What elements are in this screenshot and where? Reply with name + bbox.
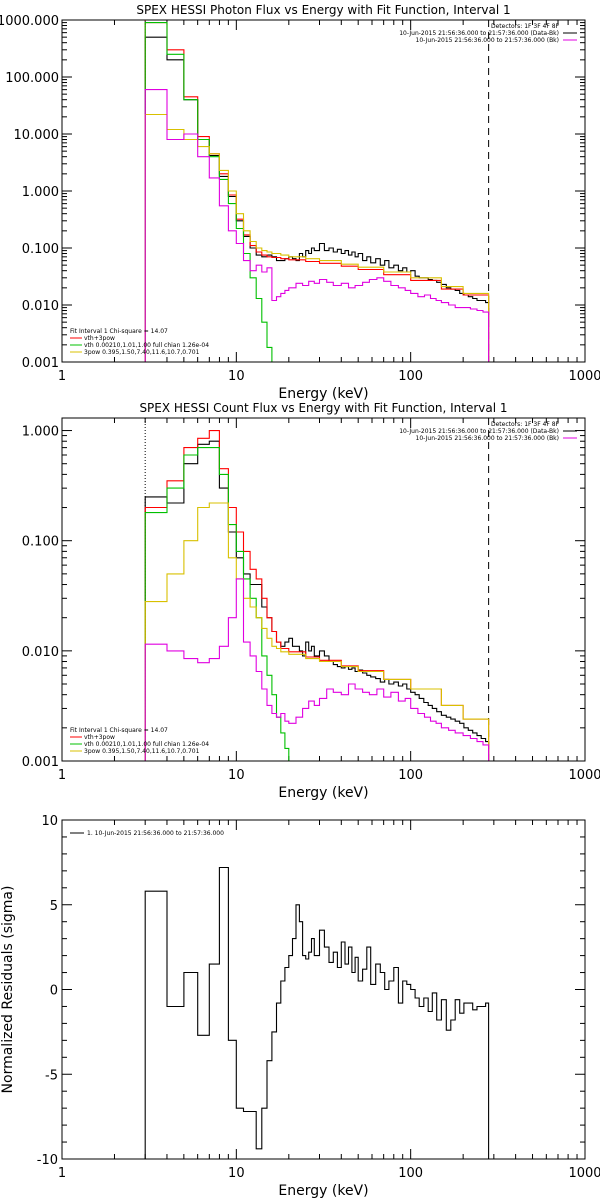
plot-frame <box>61 19 586 363</box>
chart-title: SPEX HESSI Photon Flux vs Energy with Fi… <box>136 3 510 17</box>
x-axis-label: Energy (keV) <box>278 1183 368 1199</box>
x-tick-label: 1000 <box>568 1166 600 1181</box>
series-line-1 <box>144 866 490 1159</box>
y-tick-label: 0.001 <box>22 356 59 371</box>
y-tick-label: 0.010 <box>22 645 59 660</box>
series-line-1 <box>144 36 490 362</box>
x-tick-label: 10 <box>228 768 245 783</box>
legend-entry: Fit Interval 1 Chi-square = 14.07 <box>70 328 168 335</box>
legend-entry: 10-Jun-2015 21:56:36.000 to 21:57:36.000… <box>416 435 559 442</box>
chart-panel-3: 1 10 100 1000 -10 -5 0 5 10 Energy (keV) Normalize… <box>0 814 600 1199</box>
legend-entry: Fit Interval 1 Chi-square = 14.07 <box>70 727 168 734</box>
legend-entry: 3pow 0.395,1.50,7.40,11.6,10.7,0.701 <box>84 349 200 356</box>
legend-entry: 10-Jun-2015 21:56:36.000 to 21:57:36.000… <box>399 428 559 435</box>
x-tick-label: 1 <box>58 369 66 384</box>
y-tick-label: 10.000 <box>14 128 60 143</box>
series-line-2 <box>144 430 490 761</box>
y-tick-label: 1.000 <box>22 185 59 200</box>
x-axis-label: Energy (keV) <box>278 386 368 402</box>
series-group <box>144 866 490 1159</box>
chart-panel-1: SPEX HESSI Photon Flux vs Energy with Fi… <box>0 3 600 402</box>
x-tick-label: 1000 <box>568 768 600 783</box>
x-tick-label: 10 <box>228 369 245 384</box>
series-group <box>144 22 490 362</box>
y-tick-label: 100.000 <box>5 71 59 86</box>
x-tick-label: 10 <box>228 1166 245 1181</box>
y-tick-label: 10 <box>41 814 58 829</box>
series-group <box>144 430 490 761</box>
legend-entry: vth+3pow <box>84 335 115 342</box>
legend-entry: 3pow 0.395,1.50,7.40,11.6,10.7,0.701 <box>84 748 200 755</box>
y-tick-label: 0.010 <box>22 299 59 314</box>
series-line-4 <box>144 502 490 761</box>
y-tick-label: 0.100 <box>22 535 59 550</box>
y-axis-label: Normalized Residuals (sigma) <box>0 886 16 1094</box>
plot-frame <box>61 819 586 1160</box>
y-tick-label: -10 <box>37 1153 58 1168</box>
x-tick-label: 100 <box>398 768 423 783</box>
legend-entry: Detectors: 1F 3F 4F 8F <box>491 421 560 428</box>
y-tick-label: 0.100 <box>22 242 59 257</box>
y-tick-label: -5 <box>45 1068 58 1083</box>
series-line-2 <box>144 22 490 362</box>
chart-panel-2: SPEX HESSI Count Flux vs Energy with Fit… <box>22 401 600 801</box>
series-line-5 <box>144 578 490 761</box>
series-line-3 <box>144 22 278 362</box>
series-line-4 <box>144 113 490 362</box>
legend-entry: 1. 10-Jun-2015 21:56:36.000 to 21:57:36.… <box>87 830 224 837</box>
y-tick-label: 1000.000 <box>0 14 59 29</box>
y-tick-label: 0.001 <box>22 755 59 770</box>
series-line-5 <box>144 89 490 362</box>
legend-entry: 10-Jun-2015 21:56:36.000 to 21:57:36.000… <box>416 37 559 44</box>
plot-frame <box>61 417 586 762</box>
legend-entry: Detectors: 1F 3F 4F 8F <box>491 23 560 30</box>
y-tick-label: 0 <box>50 984 58 999</box>
y-tick-label: 1.000 <box>22 425 59 440</box>
x-tick-label: 100 <box>398 1166 423 1181</box>
legend-entry: 10-Jun-2015 21:56:36.000 to 21:57:36.000… <box>399 30 559 37</box>
x-tick-label: 1 <box>58 1166 66 1181</box>
legend-entry: vth 0.00210,1.01,1.00 full chian 1.26e-0… <box>84 741 209 748</box>
legend-entry: vth 0.00210,1.01,1.00 full chian 1.26e-0… <box>84 342 209 349</box>
y-tick-label: 5 <box>50 899 58 914</box>
series-line-3 <box>144 447 294 761</box>
x-tick-label: 100 <box>398 369 423 384</box>
legend-entry: vth+3pow <box>84 734 115 741</box>
x-tick-label: 1000 <box>568 369 600 384</box>
x-axis-label: Energy (keV) <box>278 785 368 801</box>
x-tick-label: 1 <box>58 768 66 783</box>
series-line-1 <box>144 440 490 761</box>
chart-title: SPEX HESSI Count Flux vs Energy with Fit… <box>139 401 507 415</box>
